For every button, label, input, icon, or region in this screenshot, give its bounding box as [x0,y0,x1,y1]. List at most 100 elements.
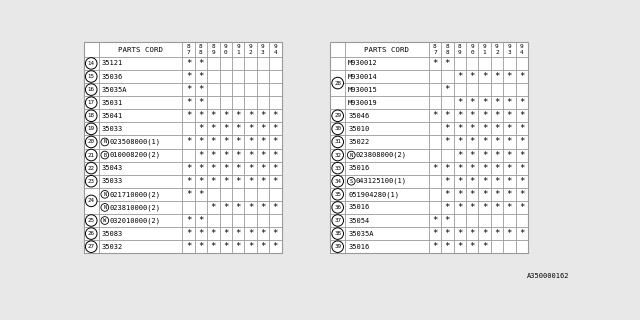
Text: 19: 19 [88,126,95,132]
Text: *: * [494,98,500,107]
Text: 35033: 35033 [102,178,123,184]
Text: *: * [482,229,487,238]
Text: *: * [482,177,487,186]
Text: 35083: 35083 [102,231,123,236]
Text: *: * [470,124,475,133]
Text: *: * [457,150,463,160]
Text: *: * [432,111,438,120]
Text: 35016: 35016 [348,165,369,171]
Circle shape [85,241,97,252]
Text: B: B [103,153,106,157]
Text: *: * [482,203,487,212]
Text: 37: 37 [334,218,341,223]
Text: *: * [445,111,450,120]
Circle shape [85,175,97,187]
Text: *: * [494,203,500,212]
Circle shape [85,97,97,108]
Text: *: * [457,124,463,133]
Text: *: * [494,150,500,160]
Text: *: * [236,203,241,212]
Text: *: * [248,138,253,147]
Text: 9: 9 [495,44,499,49]
Circle shape [332,175,344,187]
Text: *: * [211,242,216,251]
Text: *: * [236,111,241,120]
Text: 35032: 35032 [102,244,123,250]
Text: 010008200(2): 010008200(2) [109,152,161,158]
Text: 3: 3 [508,50,511,55]
Text: 8: 8 [211,44,215,49]
Circle shape [332,241,344,252]
Text: *: * [470,203,475,212]
Text: 27: 27 [88,244,95,249]
Text: *: * [482,98,487,107]
Text: *: * [457,242,463,251]
Text: N: N [103,192,106,197]
Text: *: * [198,150,204,160]
Text: *: * [457,190,463,199]
Text: *: * [457,72,463,81]
Text: *: * [494,177,500,186]
Text: *: * [273,177,278,186]
Text: 023810000(2): 023810000(2) [109,204,161,211]
Bar [84,42,282,253]
Text: *: * [260,150,266,160]
Text: 023808000(2): 023808000(2) [356,152,407,158]
Text: *: * [186,138,191,147]
Text: *: * [445,138,450,147]
Text: *: * [211,150,216,160]
Text: *: * [445,124,450,133]
Circle shape [332,215,344,226]
Text: 30: 30 [334,126,341,132]
Circle shape [85,162,97,174]
Text: 4: 4 [273,50,277,55]
Text: 35036: 35036 [102,74,123,79]
Text: *: * [445,242,450,251]
Text: *: * [519,124,524,133]
Circle shape [332,149,344,161]
Text: *: * [223,111,228,120]
Text: *: * [432,242,438,251]
Text: *: * [457,229,463,238]
Text: *: * [482,164,487,173]
Text: *: * [470,72,475,81]
Circle shape [85,58,97,69]
Text: *: * [273,111,278,120]
Text: *: * [445,164,450,173]
Text: *: * [248,203,253,212]
Text: *: * [198,85,204,94]
Text: 35046: 35046 [348,113,369,119]
Text: *: * [470,111,475,120]
Text: *: * [236,242,241,251]
Text: *: * [273,164,278,173]
Text: 0: 0 [470,50,474,55]
Text: *: * [236,177,241,186]
Text: 9: 9 [261,44,265,49]
Text: 18: 18 [88,113,95,118]
Text: 20: 20 [88,140,95,144]
Text: 35: 35 [334,192,341,197]
Text: *: * [248,150,253,160]
Text: 021710000(2): 021710000(2) [109,191,161,197]
Text: 8: 8 [199,50,203,55]
Circle shape [101,204,109,211]
Text: *: * [211,138,216,147]
Text: 3: 3 [261,50,265,55]
Text: *: * [186,177,191,186]
Text: *: * [260,177,266,186]
Text: *: * [198,190,204,199]
Text: *: * [260,124,266,133]
Text: *: * [186,216,191,225]
Text: *: * [248,242,253,251]
Text: *: * [236,138,241,147]
Text: *: * [482,72,487,81]
Bar [330,42,528,253]
Text: 29: 29 [334,113,341,118]
Text: *: * [457,177,463,186]
Text: 35041: 35041 [102,113,123,119]
Text: 35031: 35031 [102,100,123,106]
Text: *: * [519,72,524,81]
Text: 8: 8 [458,44,461,49]
Text: 16: 16 [88,87,95,92]
Text: *: * [236,164,241,173]
